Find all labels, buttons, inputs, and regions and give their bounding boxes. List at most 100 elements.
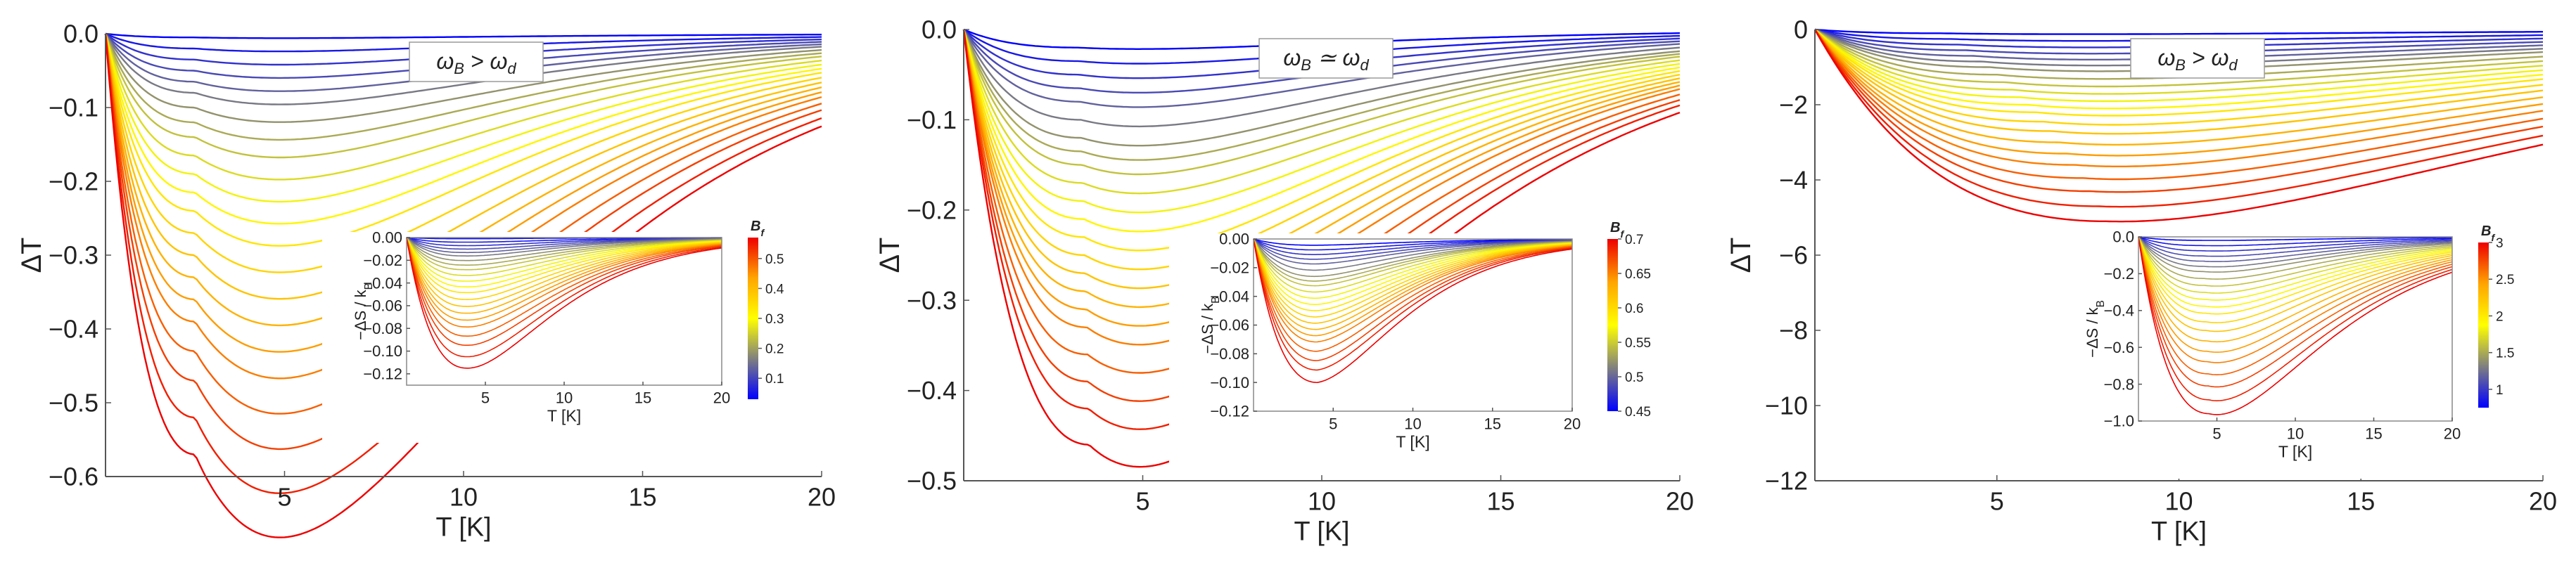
series-line <box>105 32 822 39</box>
y-axis-label: ΔT <box>874 238 905 273</box>
inset-series-line <box>1253 238 1572 255</box>
inset-series-line <box>1253 238 1573 260</box>
regime-label-box <box>1258 38 1394 79</box>
inset-series-line <box>406 237 722 328</box>
inset-series-line <box>2138 236 2453 252</box>
inset-x-tick-label: 5 <box>481 389 490 406</box>
inset-colorbar-tick-label: 1.5 <box>2496 347 2514 361</box>
inset-series-line <box>406 237 722 276</box>
y-tick-label: −0.3 <box>907 286 957 315</box>
panel-left: 0.0 −0.1 −0.2 −0.3 −0.4 −0.5 −0.6 5 10 15 20 T [K] Δ… <box>0 0 858 559</box>
inset-series-line <box>1253 238 1572 265</box>
inset-series-line <box>406 237 722 287</box>
inset-series-line <box>2138 236 2453 388</box>
inset-series-line <box>2138 236 2453 287</box>
inset-y-axis-label: −ΔS / kB <box>1199 297 1222 354</box>
y-tick-label: −0.1 <box>907 105 957 134</box>
inset-colorbar-tick-label: 0.5 <box>1625 370 1643 385</box>
x-tick-label: 20 <box>2529 486 2557 515</box>
inset-series-line <box>406 237 722 346</box>
inset-x-axis-label: T [K] <box>547 407 581 425</box>
inset-y-tick-label: −0.12 <box>1210 403 1249 420</box>
inset-series-line <box>1253 238 1573 271</box>
inset-x-tick-label: 5 <box>2212 425 2221 442</box>
series-line <box>962 29 1681 252</box>
inset-y-tick-label: 0.00 <box>1219 231 1249 248</box>
inset-colorbar-tick-label: 1 <box>2496 383 2504 398</box>
y-tick-label: −0.2 <box>907 195 957 224</box>
series-line <box>1814 29 2544 88</box>
inset-series-line <box>406 237 722 282</box>
x-tick-label: 5 <box>277 482 291 511</box>
inset-x-tick-label: 20 <box>713 389 730 406</box>
y-tick-label: −0.6 <box>49 462 98 491</box>
inset-series-line <box>2138 236 2453 332</box>
inset-y-tick-label: −0.06 <box>1210 316 1249 334</box>
inset-series-line <box>406 237 722 337</box>
inset-series-line <box>2138 236 2453 353</box>
inset-x-axis-label: T [K] <box>1396 433 1429 451</box>
inset-x-tick-label: 10 <box>1404 415 1421 432</box>
series-line <box>104 33 822 203</box>
inset-y-tick-label: −1.0 <box>2104 413 2134 430</box>
inset-series-line <box>2138 236 2453 415</box>
inset-y-axis-label: −ΔS / kB <box>352 283 375 340</box>
inset-series-line <box>1253 238 1573 282</box>
x-tick-label: 20 <box>1666 486 1694 515</box>
x-tick-label: 20 <box>808 482 836 511</box>
inset-y-tick-label: −0.2 <box>2104 265 2134 283</box>
inset-y-tick-label: 0.0 <box>2112 228 2134 246</box>
series-line <box>962 29 1681 233</box>
inset-series-line <box>2138 236 2453 376</box>
inset-colorbar-tick-label: 3 <box>2496 236 2504 251</box>
inset-y-tick-label: −0.08 <box>363 320 402 337</box>
inset-series-line <box>2138 236 2453 294</box>
inset-series-line <box>1253 238 1573 337</box>
inset-series-line <box>2138 236 2453 262</box>
regime-label: ωB > ωd <box>436 48 516 77</box>
series-line <box>1814 29 2544 181</box>
inset-colorbar-label: Bf <box>751 219 765 238</box>
x-axis-label: T [K] <box>435 513 491 543</box>
inset-colorbar-tick-label: 0.6 <box>1625 302 1643 316</box>
inset-colorbar-label: Bf <box>1610 220 1624 240</box>
inset-series-line <box>2138 236 2453 402</box>
inset-colorbar-tick-label: 0.3 <box>765 312 784 327</box>
chart-middle-svg: 0.0 −0.1 −0.2 −0.3 −0.4 −0.5 5 10 15 20 T [K] ΔT ωB … <box>874 15 1694 547</box>
series-line <box>1813 29 2544 193</box>
series-line <box>104 33 822 159</box>
inset-series-line <box>1253 238 1573 287</box>
inset-series-line <box>1253 238 1572 251</box>
series-line <box>1813 29 2544 223</box>
inset-y-tick-label: −0.10 <box>1210 374 1249 391</box>
series-line <box>962 29 1681 147</box>
series-line <box>962 29 1681 161</box>
inset-y-tick-label: −0.04 <box>1210 287 1249 305</box>
inset-series-line <box>406 237 722 261</box>
panel-right: 0 −2 −4 −6 −8 −10 −12 5 10 15 20 T [K] ΔT ωB > ωd 0.0−… <box>1716 0 2576 559</box>
inset-y-tick-label: 0.00 <box>372 229 402 247</box>
inset-colorbar-tick-label: 2.5 <box>2496 273 2514 287</box>
series-line <box>1814 28 2543 35</box>
chart-left-svg: 0.0 −0.1 −0.2 −0.3 −0.4 −0.5 −0.6 5 10 15 20 T [K] Δ… <box>16 20 836 543</box>
series-line <box>104 33 822 181</box>
series-line <box>1814 29 2544 110</box>
y-tick-label: −2 <box>1779 91 1808 119</box>
inset-series-line <box>1253 238 1573 278</box>
inset-series-line <box>406 237 722 314</box>
y-tick-label: −10 <box>1765 391 1808 420</box>
inset-series-line <box>2138 236 2453 280</box>
inset-series-line <box>1253 238 1573 324</box>
inset-y-tick-label: −0.02 <box>1210 259 1249 277</box>
inset-colorbar-tick-label: 0.4 <box>765 282 784 297</box>
y-tick-label: −0.5 <box>49 389 98 418</box>
inset-series-line <box>1253 238 1573 305</box>
y-tick-label: −0.4 <box>907 376 957 405</box>
inset-plot-area <box>1254 239 1572 411</box>
inset-y-axis-label: −ΔS / kB <box>2084 300 2107 358</box>
inset-series-line <box>1253 238 1573 343</box>
series-line <box>962 29 1681 108</box>
inset-x-tick-label: 10 <box>2287 425 2304 442</box>
regime-label-box <box>2130 38 2265 79</box>
series-line <box>962 29 1681 309</box>
